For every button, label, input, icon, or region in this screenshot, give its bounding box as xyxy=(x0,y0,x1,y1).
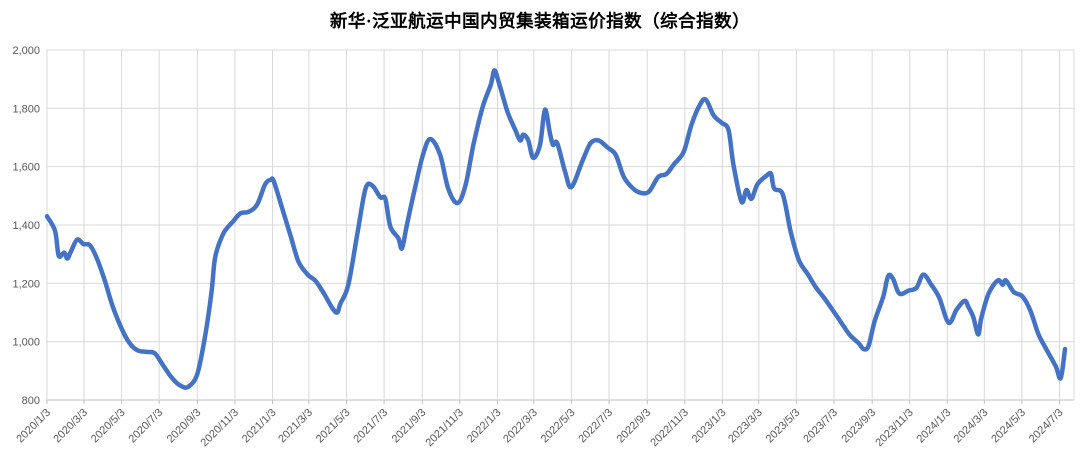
y-axis-label: 800 xyxy=(22,395,40,407)
x-axis-label: 2024/7/3 xyxy=(1027,407,1066,446)
x-axis-label: 2021/9/3 xyxy=(390,407,429,446)
x-axis-label: 2024/3/3 xyxy=(952,407,991,446)
x-axis-label: 2022/3/3 xyxy=(501,407,540,446)
x-axis-label: 2022/11/3 xyxy=(648,407,691,450)
x-axis-ticks xyxy=(46,400,1060,404)
y-axis-label: 1,600 xyxy=(12,162,40,174)
y-axis-label: 1,000 xyxy=(12,337,40,349)
freight-index-line-series xyxy=(44,68,1068,390)
x-axis-label: 2020/11/3 xyxy=(199,407,242,450)
x-axis-label: 2020/3/3 xyxy=(51,407,90,446)
x-axis-label: 2021/11/3 xyxy=(423,407,466,450)
x-axis-label: 2022/1/3 xyxy=(465,407,504,446)
x-axis-label: 2021/3/3 xyxy=(276,407,315,446)
x-axis-label: 2023/1/3 xyxy=(690,407,729,446)
y-axis-label: 1,800 xyxy=(12,103,40,115)
y-axis-label: 1,200 xyxy=(12,278,40,290)
x-axis-label: 2024/5/3 xyxy=(989,407,1028,446)
x-axis-label: 2023/5/3 xyxy=(764,407,803,446)
y-axis-label: 1,400 xyxy=(12,220,40,232)
x-axis-label: 2022/9/3 xyxy=(615,407,654,446)
x-axis-label: 2024/1/3 xyxy=(915,407,954,446)
x-axis-label: 2021/5/3 xyxy=(314,407,353,446)
y-axis-labels: 800 1,000 1,200 1,400 1,600 1,800 2,000 xyxy=(12,45,40,407)
chart-title: 新华·泛亚航运中国内贸集装箱运价指数（综合指数） xyxy=(329,11,751,31)
x-axis-label: 2021/7/3 xyxy=(351,407,390,446)
x-axis-label: 2020/7/3 xyxy=(127,407,166,446)
y-axis-label: 2,000 xyxy=(12,45,40,57)
x-axis-label: 2021/1/3 xyxy=(240,407,279,446)
x-axis-label: 2022/7/3 xyxy=(576,407,615,446)
gridlines xyxy=(46,49,1075,401)
x-axis-label: 2020/1/3 xyxy=(14,407,53,446)
x-axis-label: 2023/11/3 xyxy=(873,407,916,450)
x-axis-label: 2020/5/3 xyxy=(89,407,128,446)
x-axis-label: 2022/5/3 xyxy=(539,407,578,446)
x-axis-label: 2020/9/3 xyxy=(165,407,204,446)
x-axis-label: 2023/3/3 xyxy=(726,407,765,446)
x-axis-label: 2023/7/3 xyxy=(801,407,840,446)
x-axis-label: 2023/9/3 xyxy=(840,407,879,446)
